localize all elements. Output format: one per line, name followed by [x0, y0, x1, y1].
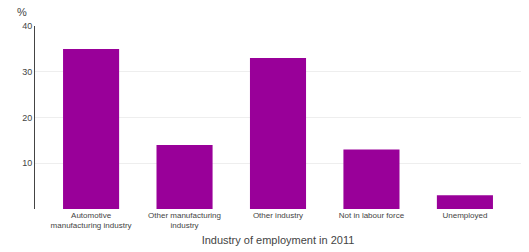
svg-text:Other industry: Other industry — [253, 211, 303, 220]
svg-text:Industry of employment in 2011: Industry of employment in 2011 — [202, 234, 355, 246]
svg-text:Unemployed: Unemployed — [442, 211, 487, 220]
svg-text:30: 30 — [22, 67, 32, 77]
svg-text:Not in labour force: Not in labour force — [339, 211, 405, 220]
svg-text:Other manufacturingindustry: Other manufacturingindustry — [148, 211, 221, 230]
svg-text:10: 10 — [22, 158, 32, 168]
svg-text:20: 20 — [22, 113, 32, 123]
svg-text:%: % — [17, 6, 27, 18]
svg-text:Automotivemanufacturing indust: Automotivemanufacturing industry — [51, 211, 132, 230]
svg-text:40: 40 — [22, 21, 32, 31]
